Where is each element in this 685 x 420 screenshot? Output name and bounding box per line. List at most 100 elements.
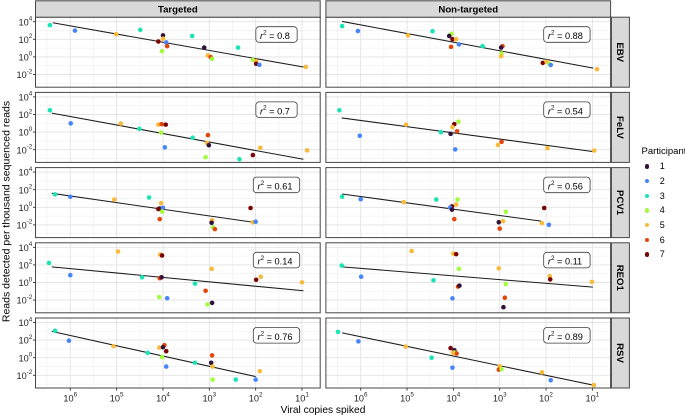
y-tick-label: 10-2 <box>16 68 32 80</box>
y-axis-row-PCV1: 104 102 100 10-2 <box>16 166 36 231</box>
y-axis-row-REO1: 104 102 100 10-2 <box>16 241 36 306</box>
y-tick-label: 100 <box>19 276 33 288</box>
data-point-participant-3 <box>429 355 434 361</box>
data-point-participant-5 <box>112 197 117 202</box>
r-squared-label: r2 = 0.8 <box>260 30 290 42</box>
data-point-participant-5 <box>304 148 310 153</box>
strip-background <box>610 242 630 314</box>
strip-background <box>325 0 612 18</box>
legend-dot <box>645 222 650 228</box>
panel-border <box>325 242 612 314</box>
data-point-participant-2 <box>66 338 72 344</box>
legend-item-2: 2 <box>641 174 685 189</box>
data-point-participant-5 <box>453 202 459 207</box>
r-squared-box <box>252 327 301 344</box>
legend-dot <box>645 164 650 169</box>
data-point-participant-1 <box>209 300 215 306</box>
data-point-participant-5 <box>453 36 459 42</box>
data-point-participant-5 <box>496 266 502 271</box>
r-squared-box <box>252 176 301 194</box>
y-tick-label: 102 <box>19 108 33 120</box>
regression-line <box>51 330 256 378</box>
data-point-participant-1 <box>208 360 214 366</box>
data-point-participant-4 <box>159 209 165 214</box>
data-point-participant-1 <box>448 131 453 137</box>
data-point-participant-1 <box>201 45 207 50</box>
y-tick-label: 10-2 <box>16 144 32 156</box>
strip-background <box>610 91 630 163</box>
y-tick-label: 102 <box>19 334 33 346</box>
data-point-participant-3 <box>337 107 342 113</box>
r-squared-box <box>255 26 298 43</box>
data-point-participant-5 <box>115 249 121 254</box>
data-point-participant-5 <box>258 274 264 279</box>
x-tick-label: 103 <box>202 392 216 404</box>
column-strip-Non-targeted: Non-targeted <box>325 0 612 18</box>
data-point-participant-5 <box>450 350 456 356</box>
row-strip-REO1: REO1 <box>610 242 630 314</box>
data-point-participant-2 <box>546 222 552 228</box>
facet-EBV-Targeted: r2 = 0.8 <box>47 22 309 70</box>
data-point-participant-6 <box>502 295 508 301</box>
legend-items: 1 2 3 4 5 6 7 <box>641 159 685 262</box>
data-point-participant-2 <box>162 145 168 150</box>
facet-RSV-Targeted: r2 = 0.76 <box>51 327 301 382</box>
strip-label: FeLV <box>614 116 625 139</box>
data-point-participant-4 <box>455 197 460 202</box>
r-squared-label: r2 = 0.61 <box>258 180 293 192</box>
facet-REO1-Non-targeted: r2 = 0.11 <box>339 248 595 310</box>
data-point-participant-1 <box>449 207 455 212</box>
r-squared-label: r2 = 0.54 <box>548 105 583 117</box>
legend-item-5: 5 <box>641 218 685 233</box>
row-strip-RSV: RSV <box>610 317 630 389</box>
y-tick-label: 100 <box>19 201 33 213</box>
data-point-participant-5 <box>495 142 501 148</box>
y-tick-label: 104 <box>19 91 33 103</box>
legend-item-label: 3 <box>659 190 665 201</box>
strip-label: EBV <box>614 42 625 62</box>
legend-dot <box>645 237 650 242</box>
data-point-participant-3 <box>189 33 195 39</box>
data-point-participant-4 <box>499 366 504 372</box>
data-point-participant-5 <box>591 148 597 153</box>
data-point-participant-2 <box>68 194 73 200</box>
data-point-participant-2 <box>355 28 361 34</box>
x-tick-label: 104 <box>156 392 170 404</box>
x-axis-col-Targeted: 106 105 104 103 102 101 <box>63 388 309 403</box>
legend-dot <box>645 208 650 213</box>
data-point-participant-3 <box>146 195 152 200</box>
data-point-participant-5 <box>299 280 305 285</box>
legend-item-label: 4 <box>659 205 665 216</box>
data-point-participant-7 <box>250 152 256 158</box>
regression-line <box>342 332 593 386</box>
data-point-participant-2 <box>253 219 258 225</box>
data-point-participant-4 <box>503 209 509 215</box>
data-point-participant-2 <box>548 62 553 68</box>
data-point-participant-2 <box>164 295 170 301</box>
panel-border <box>325 317 612 389</box>
x-tick-label: 105 <box>110 392 124 404</box>
data-point-participant-3 <box>192 360 198 366</box>
x-tick-label: 102 <box>539 392 553 404</box>
legend-item-label: 7 <box>659 249 665 260</box>
data-point-participant-6 <box>203 288 208 294</box>
y-tick-label: 104 <box>19 241 33 253</box>
data-point-participant-4 <box>456 119 461 125</box>
data-point-participant-2 <box>160 205 166 211</box>
y-tick-label: 104 <box>19 166 33 178</box>
regression-line <box>51 112 304 160</box>
legend-item-1: 1 <box>641 159 685 174</box>
data-point-participant-4 <box>210 377 215 382</box>
data-point-participant-4 <box>456 266 462 272</box>
data-point-participant-3 <box>145 350 150 356</box>
y-tick-label: 100 <box>19 126 33 138</box>
panel-border <box>35 317 321 389</box>
legend-item-label: 5 <box>659 220 665 231</box>
data-point-participant-5 <box>500 218 506 224</box>
data-point-participant-7 <box>163 348 169 354</box>
strip-background <box>35 0 321 18</box>
facet-RSV-Non-targeted: r2 = 0.89 <box>335 327 597 388</box>
data-point-participant-3 <box>235 45 241 50</box>
r-squared-label: r2 = 0.88 <box>548 30 583 42</box>
